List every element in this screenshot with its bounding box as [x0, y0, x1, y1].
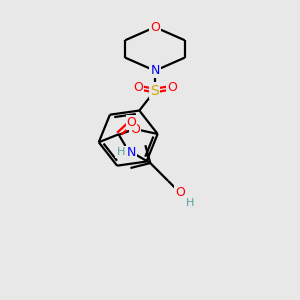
Text: O: O	[130, 122, 140, 136]
Text: N: N	[150, 64, 160, 77]
Text: O: O	[167, 81, 177, 94]
Text: H: H	[186, 198, 194, 208]
Text: O: O	[150, 21, 160, 34]
Text: H: H	[116, 147, 125, 157]
Text: H: H	[116, 147, 125, 157]
Text: O: O	[175, 186, 185, 199]
Text: N: N	[127, 146, 136, 159]
Text: O: O	[127, 116, 136, 129]
Text: S: S	[151, 84, 159, 98]
Text: O: O	[130, 122, 140, 136]
Text: O: O	[167, 81, 177, 94]
Text: O: O	[127, 116, 136, 129]
Text: O: O	[175, 186, 185, 199]
Text: O: O	[133, 81, 143, 94]
Text: O: O	[133, 81, 143, 94]
Text: H: H	[186, 198, 194, 208]
Text: S: S	[151, 84, 159, 98]
Text: N: N	[127, 146, 136, 159]
Text: O: O	[150, 21, 160, 34]
Text: N: N	[150, 64, 160, 77]
